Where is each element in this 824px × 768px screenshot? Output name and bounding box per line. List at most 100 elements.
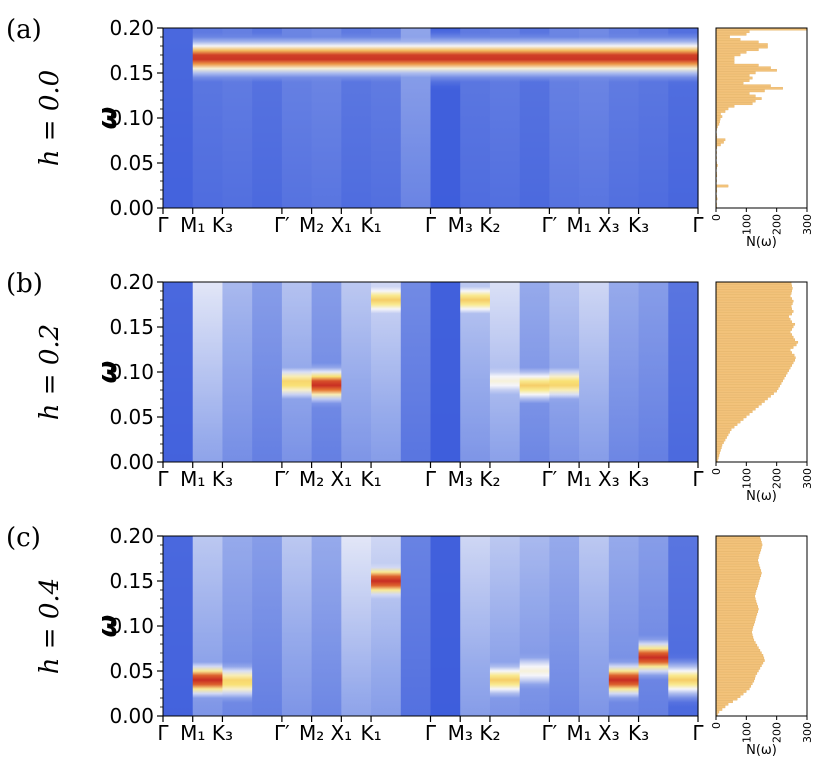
histogram-bar [715, 97, 762, 100]
histogram-bar [715, 697, 738, 701]
heatmap-column [341, 282, 372, 462]
histogram-bar [715, 420, 741, 424]
histogram-bar [715, 107, 729, 111]
heatmap-column [489, 28, 521, 208]
panel-b-h-label: h = 0.2 [35, 324, 65, 420]
histogram-bar [715, 392, 774, 396]
x-tick-label: M₁ [180, 721, 205, 745]
histogram-bar [715, 587, 758, 590]
histogram-bar [715, 35, 730, 39]
panel-b: (b) h = 0.2 ω 0.00 0.05 0.10 0.15 0.20 Γ M₁ K₃… [6, 269, 814, 504]
heatmap-column [460, 28, 491, 208]
histogram-bar [715, 677, 755, 680]
x-tick-label: K₂ [479, 213, 500, 237]
histogram-bar [715, 317, 791, 321]
x-tick-label: X₃ [598, 467, 620, 491]
heatmap-column [311, 536, 342, 716]
x-tick-label: M₃ [448, 721, 473, 745]
histogram-bar [715, 330, 791, 334]
histogram-bar [715, 441, 724, 444]
histogram-bar [715, 30, 750, 34]
histogram-bar [715, 646, 759, 650]
histogram-bar [715, 348, 791, 352]
histogram-bar [715, 94, 756, 98]
histogram-bar [715, 112, 721, 116]
histogram-bar [715, 358, 796, 362]
histogram-bar [715, 679, 755, 683]
histogram-tick-label: 300 [801, 722, 814, 743]
histogram-bar [715, 397, 768, 401]
panel-c-label: (c) [6, 523, 41, 553]
histogram-bar [715, 402, 762, 406]
panel-a-label: (a) [6, 15, 42, 45]
histogram-bar [715, 638, 755, 642]
heatmap-column [163, 282, 194, 462]
heatmap-column [460, 536, 491, 716]
histogram-bar [715, 32, 747, 36]
heatmap-column [519, 282, 550, 462]
histogram-bar [715, 687, 750, 691]
histogram-bar [715, 322, 796, 326]
histogram-bar [715, 286, 793, 290]
panel-a-h-label: h = 0.0 [35, 70, 65, 166]
histogram-bar [715, 566, 761, 570]
histogram-bar [715, 79, 750, 82]
heatmap-column [252, 282, 283, 462]
histogram-xlabel: N(ω) [746, 235, 777, 250]
histogram-bar [715, 338, 796, 342]
y-tick-label: 0.20 [109, 270, 154, 294]
histogram-tick-label: 0 [710, 722, 723, 729]
x-tick-label: M₂ [299, 721, 324, 745]
histogram-bar [715, 66, 771, 70]
y-tick-label: 0.00 [109, 450, 154, 474]
panel-c-x-axis: Γ M₁ K₃ Γ′ M₂ X₁ K₁ Γ M₃ K₂ Γ′ M₁ X₃ K₃ Γ [157, 716, 704, 745]
panel-c-histogram: 0 100 200 300 N(ω) [710, 535, 814, 758]
panel-b-heatmap [162, 281, 699, 463]
x-tick-label: X₃ [598, 213, 620, 237]
histogram-bar [715, 695, 741, 698]
histogram-bar [715, 659, 765, 662]
histogram-bar [715, 666, 761, 670]
histogram-bar [715, 58, 735, 62]
histogram-bar [715, 407, 756, 411]
histogram-bar [715, 110, 726, 113]
histogram-bar [715, 423, 738, 426]
x-tick-label: Γ [692, 213, 704, 237]
x-tick-label: K₂ [479, 721, 500, 745]
y-tick-label: 0.15 [109, 61, 154, 85]
panel-a-heatmap [162, 27, 699, 209]
panel-b-x-axis: Γ M₁ K₃ Γ′ M₂ X₁ K₁ Γ M₃ K₂ Γ′ M₁ X₃ K₃ Γ [157, 462, 704, 491]
panel-b-ylabel: ω [93, 361, 123, 384]
heatmap-column [638, 536, 669, 716]
histogram-bar [715, 628, 753, 632]
histogram-frame [715, 281, 808, 463]
x-tick-label: K₃ [628, 213, 649, 237]
y-tick-label: 0.00 [109, 704, 154, 728]
y-tick-label: 0.05 [109, 151, 154, 175]
heatmap-column [460, 282, 491, 462]
histogram-bar [715, 600, 757, 603]
x-tick-label: X₁ [330, 467, 352, 491]
histogram-bar [715, 289, 792, 293]
heatmap-column [400, 282, 432, 462]
histogram-bar [715, 558, 759, 562]
panel-b-y-axis: 0.00 0.05 0.10 0.15 0.20 [109, 270, 163, 474]
panel-a-ylabel: ω [93, 107, 123, 130]
histogram-bar [715, 405, 759, 408]
histogram-bar [715, 284, 792, 288]
histogram-bar [715, 369, 789, 372]
heatmap-column [163, 536, 194, 716]
histogram-bar [715, 43, 768, 46]
heatmap-column [608, 28, 640, 208]
histogram-bar [715, 553, 760, 557]
histogram-bar [715, 387, 779, 390]
x-tick-label: K₂ [479, 467, 500, 491]
histogram-bar [715, 636, 754, 639]
heatmap-column [549, 282, 580, 462]
x-tick-label: M₂ [299, 467, 324, 491]
x-tick-label: Γ [425, 467, 437, 491]
y-tick-label: 0.05 [109, 405, 154, 429]
histogram-bar [715, 351, 792, 354]
histogram-bar [715, 81, 744, 85]
